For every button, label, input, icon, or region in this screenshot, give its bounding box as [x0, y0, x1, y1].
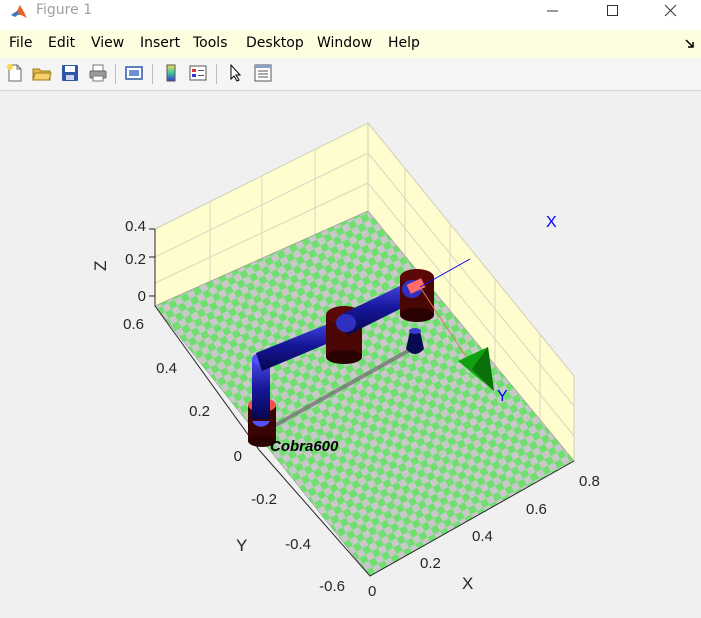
menu-help[interactable]: Help: [388, 35, 420, 51]
matlab-icon: [11, 5, 27, 18]
menu-file[interactable]: File: [9, 35, 33, 51]
x-tick-label: 0: [368, 583, 376, 600]
y-tick-label: -0.2: [251, 491, 277, 508]
axis-lines: [154, 229, 575, 577]
x-axis-label: X: [462, 574, 473, 593]
menu-tools[interactable]: Tools: [193, 35, 228, 51]
z-axis-label: Z: [91, 261, 110, 271]
column-link: [252, 359, 270, 419]
y-tick-label: 0.6: [123, 316, 144, 333]
menu-window[interactable]: Window: [317, 35, 373, 51]
toolbar-separator: [216, 64, 217, 84]
maximize-icon: [607, 5, 618, 16]
x-axis: 0 0.2 0.4 0.6 0.8 X: [368, 473, 600, 600]
end-effector: [406, 331, 424, 354]
y-tick-label: 0: [234, 448, 242, 465]
toolbar-separator: [115, 64, 116, 84]
dock-arrow-icon[interactable]: [685, 39, 695, 49]
menu-view[interactable]: View: [91, 35, 125, 51]
menu-bar: File Edit View Insert Tools Desktop Wind…: [0, 30, 701, 58]
edit-plot-arrow-icon[interactable]: [226, 63, 246, 83]
grid-lines: [154, 149, 575, 437]
plot-3d[interactable]: 0.4 0.2 0 Z 0.6 0.4 0.2 0 -0.2 -0.4 -0.6…: [0, 91, 701, 618]
y-axis: 0.6 0.4 0.2 0 -0.2 -0.4 -0.6 Y: [123, 316, 345, 595]
robot-arm: [248, 269, 434, 447]
link-1: [256, 319, 348, 371]
x-tick-label: 0.2: [420, 555, 441, 572]
y-axis-label: Y: [236, 536, 247, 555]
robot-name-label: Cobra600: [270, 438, 339, 455]
title-bar: Figure 1: [0, 0, 701, 30]
insert-legend-icon[interactable]: [188, 63, 208, 83]
save-icon[interactable]: [60, 63, 80, 83]
open-file-icon[interactable]: [32, 63, 52, 83]
new-figure-icon[interactable]: [5, 63, 25, 83]
z-tick-label: 0.2: [125, 251, 146, 268]
figure-canvas[interactable]: 0.4 0.2 0 Z 0.6 0.4 0.2 0 -0.2 -0.4 -0.6…: [0, 91, 701, 618]
maximize-button[interactable]: [590, 0, 636, 24]
menu-desktop[interactable]: Desktop: [246, 35, 304, 51]
toolbar-separator: [152, 64, 153, 84]
menu-edit[interactable]: Edit: [48, 35, 76, 51]
y-tick-label: -0.4: [285, 536, 311, 553]
frame-x-axis: [419, 258, 471, 288]
y-tick-label: 0.2: [189, 403, 210, 420]
z-axis: 0.4 0.2 0 Z: [91, 218, 155, 305]
x-tick-label: 0.8: [579, 473, 600, 490]
y-tick-label: 0.4: [156, 360, 177, 377]
x-tick-label: 0.4: [472, 528, 493, 545]
minimize-button[interactable]: [530, 0, 576, 24]
toolbar: [0, 58, 701, 91]
z-tick-label: 0.4: [125, 218, 146, 235]
y-tick-label: -0.6: [319, 578, 345, 595]
close-button[interactable]: [648, 0, 694, 24]
menu-insert[interactable]: Insert: [140, 35, 181, 51]
x-tick-label: 0.6: [526, 501, 547, 518]
insert-colorbar-icon[interactable]: [161, 63, 181, 83]
link-plot-icon[interactable]: [124, 63, 144, 83]
close-icon: [664, 4, 677, 17]
window-title: Figure 1: [36, 2, 93, 18]
robot-shadow: [264, 345, 416, 433]
print-icon[interactable]: [88, 63, 108, 83]
coordinate-frame: X Y: [419, 214, 557, 405]
z-tick-label: 0: [138, 288, 146, 305]
minimize-icon: [547, 10, 558, 12]
frame-y-label: Y: [497, 388, 508, 405]
property-inspector-icon[interactable]: [253, 63, 273, 83]
frame-x-label: X: [546, 214, 557, 231]
